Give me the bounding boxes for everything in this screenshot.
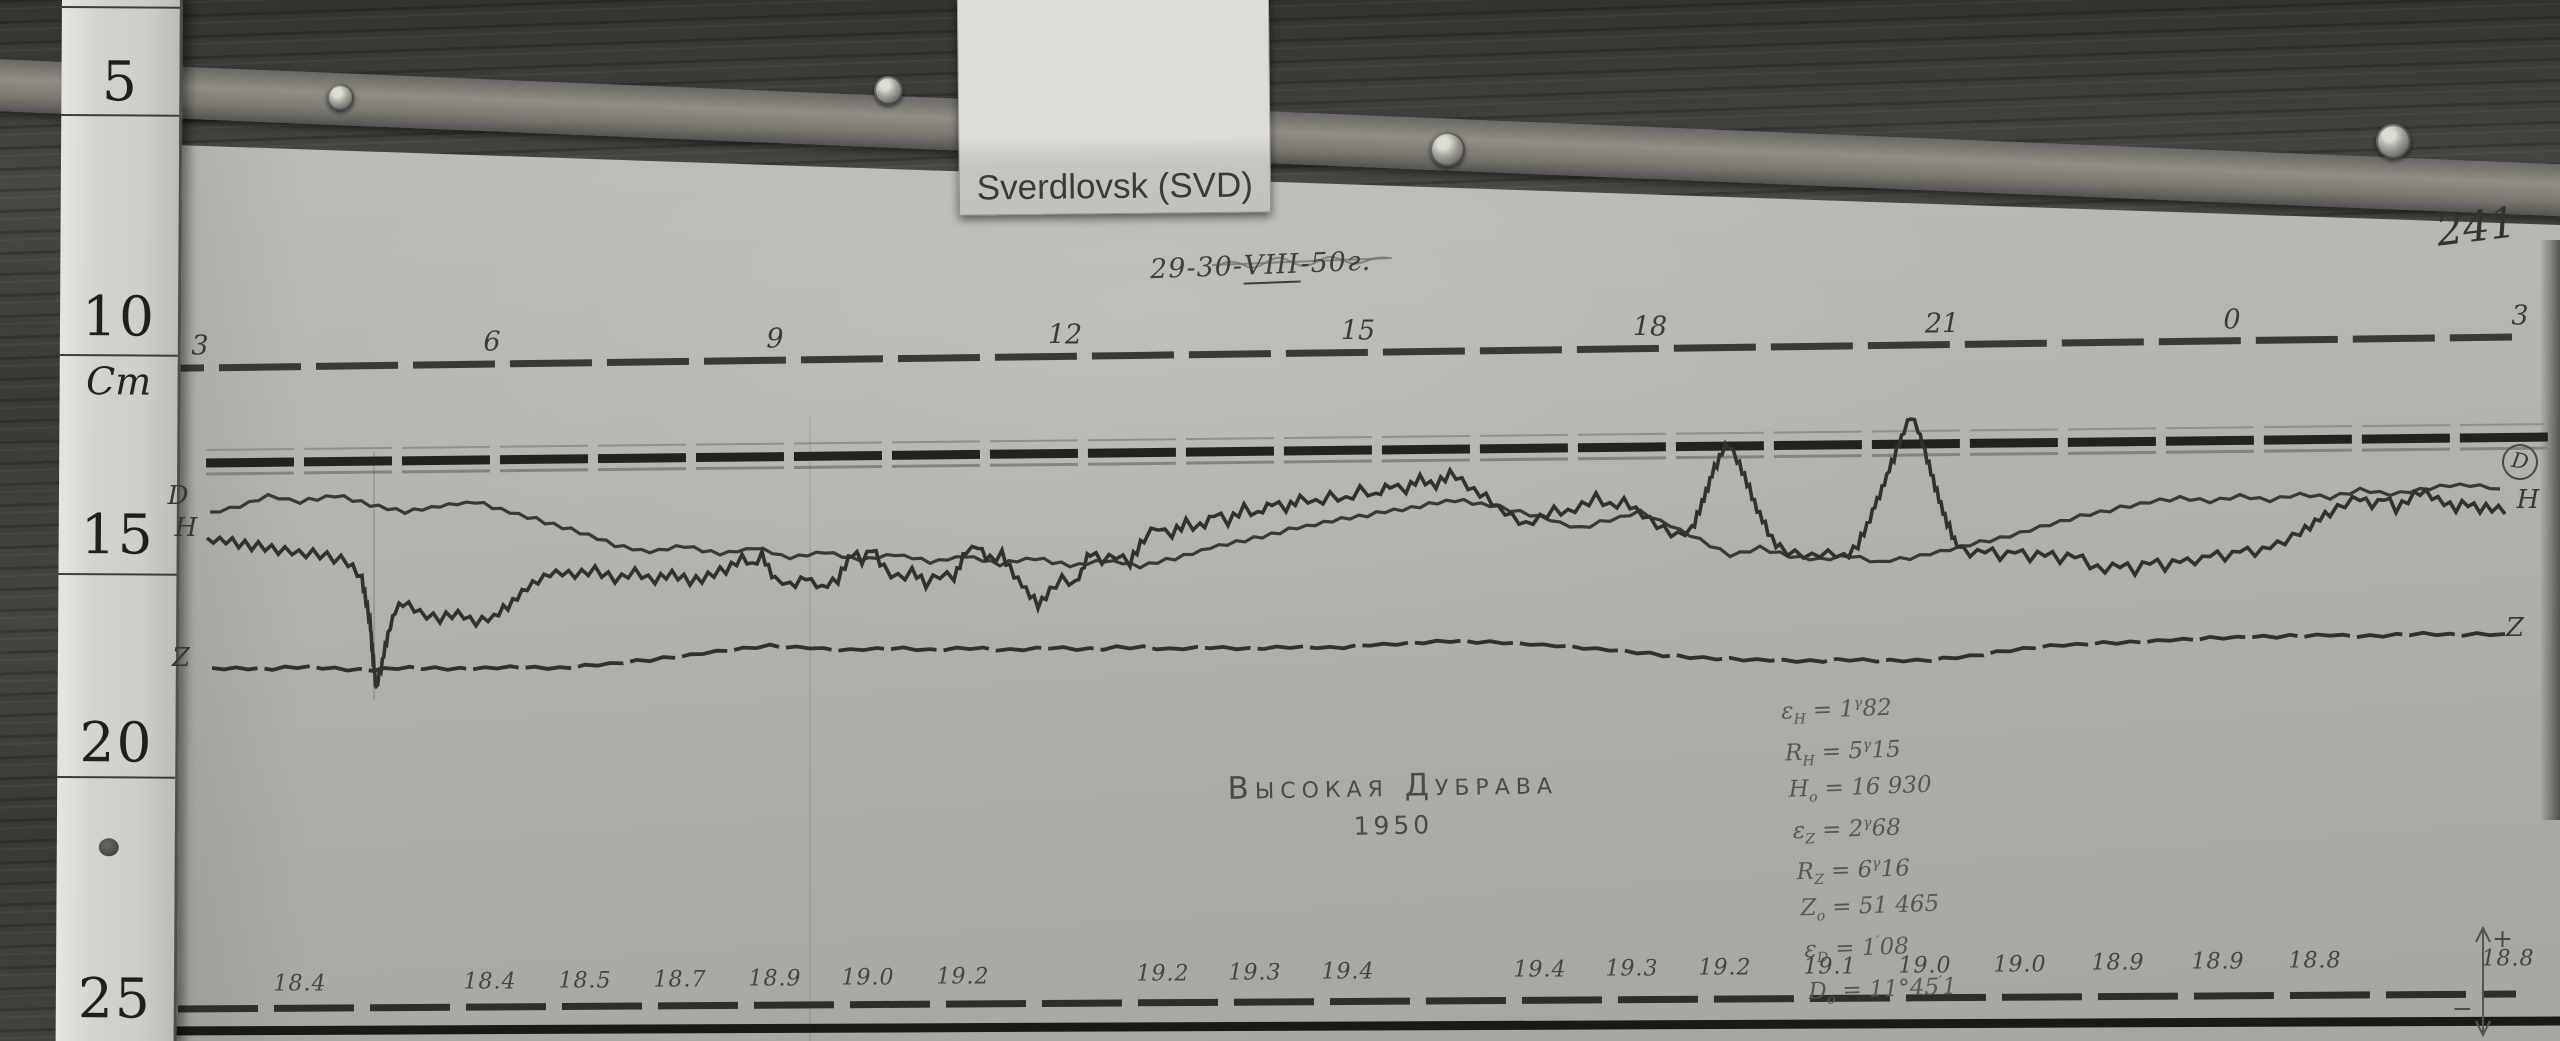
annotation-line: εH = 1γ82 [1780,694,1893,728]
temperature-label: 18.4 [463,969,517,995]
annotation-line: Ho = 16 930 [1788,771,1933,806]
station-label-text: Sverdlovsk (SVD) [976,165,1254,208]
trace-D [209,482,2501,570]
title-block: Высокая Дубрава 1950 [1207,765,1578,843]
hour-tick-label: 3 [2511,300,2529,332]
chart-line [121,333,2513,373]
ruler-mark: 25 [77,966,153,1031]
ruler-tick-line [61,113,180,117]
temperature-label: 18.5 [558,968,612,994]
hour-tick-label: 15 [1340,315,1376,347]
date-suffix: -50г. [1299,245,1372,280]
chart-line [2475,1020,2491,1038]
temperature-label: 19.3 [1228,960,1282,986]
polarity-minus: − [2452,994,2473,1023]
ruler-tick-line [61,5,180,9]
date-month: VIII [1242,248,1302,285]
trace-Z [211,630,2506,673]
ruler-hole [98,838,119,857]
trace-label-H-right: H [2516,485,2540,515]
bolt-icon [1430,132,1465,167]
hour-tick-label: 0 [2223,304,2241,336]
polarity-plus: + [2492,924,2513,953]
temperature-label: 18.8 [2481,946,2535,972]
ruler-unit-label: Ст [85,359,152,404]
sheet-number: 241 [2433,197,2519,256]
temperature-label: 19.4 [1513,957,1567,983]
temperature-label: 19.4 [1321,959,1375,985]
trace-H [205,417,2507,690]
hour-tick-label: 9 [766,323,784,355]
temperature-label: 19.0 [1898,953,1952,979]
station-label: Sverdlovsk (SVD) [956,0,1272,216]
chart-line [1211,257,1393,266]
temperature-label: 19.3 [1605,956,1659,982]
temperature-label: 19.2 [1136,961,1190,987]
temperature-label: 18.9 [748,966,802,992]
bolt-icon [874,76,903,105]
temperature-label: 18.9 [2091,950,2145,976]
hour-tick-label: 18 [1632,311,1668,343]
temperature-label: 19.2 [1698,955,1752,981]
temperature-label: 18.4 [273,971,327,997]
hour-tick-label: 6 [483,326,501,358]
ruler-tick-line [59,353,178,357]
hour-tick-label: 12 [1047,319,1083,351]
temperature-label: 19.0 [1993,952,2047,978]
hour-tick-label: 21 [1924,308,1960,340]
chart-line [2475,925,2491,943]
chart-line [177,990,2517,1013]
trace-label-D-left: D [167,481,189,511]
ruler-mark: 5 [101,49,140,114]
bolt-icon [2376,124,2411,159]
ruler-tick-line [58,572,177,576]
bolt-icon [327,84,354,111]
chart-line [205,432,2549,468]
date-prefix: 29-30- [1149,250,1244,286]
annotation-line: εZ = 2γ68 [1792,814,1902,848]
chart-line [159,1016,2560,1036]
hour-tick-label: 3 [191,330,209,362]
annotation-line: RH = 5γ15 [1784,736,1902,770]
annotation-line: RZ = 6γ16 [1796,855,1911,889]
trace-label-H-left: H [174,513,198,543]
ruler-tick-line [57,775,176,779]
ruler-mark: 20 [79,710,154,775]
temperature-label: 18.9 [2191,949,2245,975]
temperature-label: 19.1 [1803,954,1857,980]
trace-label-Z-right: Z [2505,613,2525,643]
chart-line [1215,255,1389,269]
ruler-mark: 10 [81,284,157,349]
temperature-label: 18.7 [653,967,707,993]
temperature-label: 19.2 [936,964,990,989]
ruler: 5 10 15 20 25 Ст [55,0,183,1041]
observatory-title: Высокая Дубрава [1227,765,1559,807]
temperature-label: 19.0 [841,965,895,991]
ruler-mark: 15 [80,502,155,567]
trace-label-Z-left: Z [171,643,191,673]
paper-edge-shadow [2540,240,2560,820]
temperature-label: 18.8 [2288,948,2342,974]
annotation-line: Zo = 51 465 [1800,890,1940,925]
